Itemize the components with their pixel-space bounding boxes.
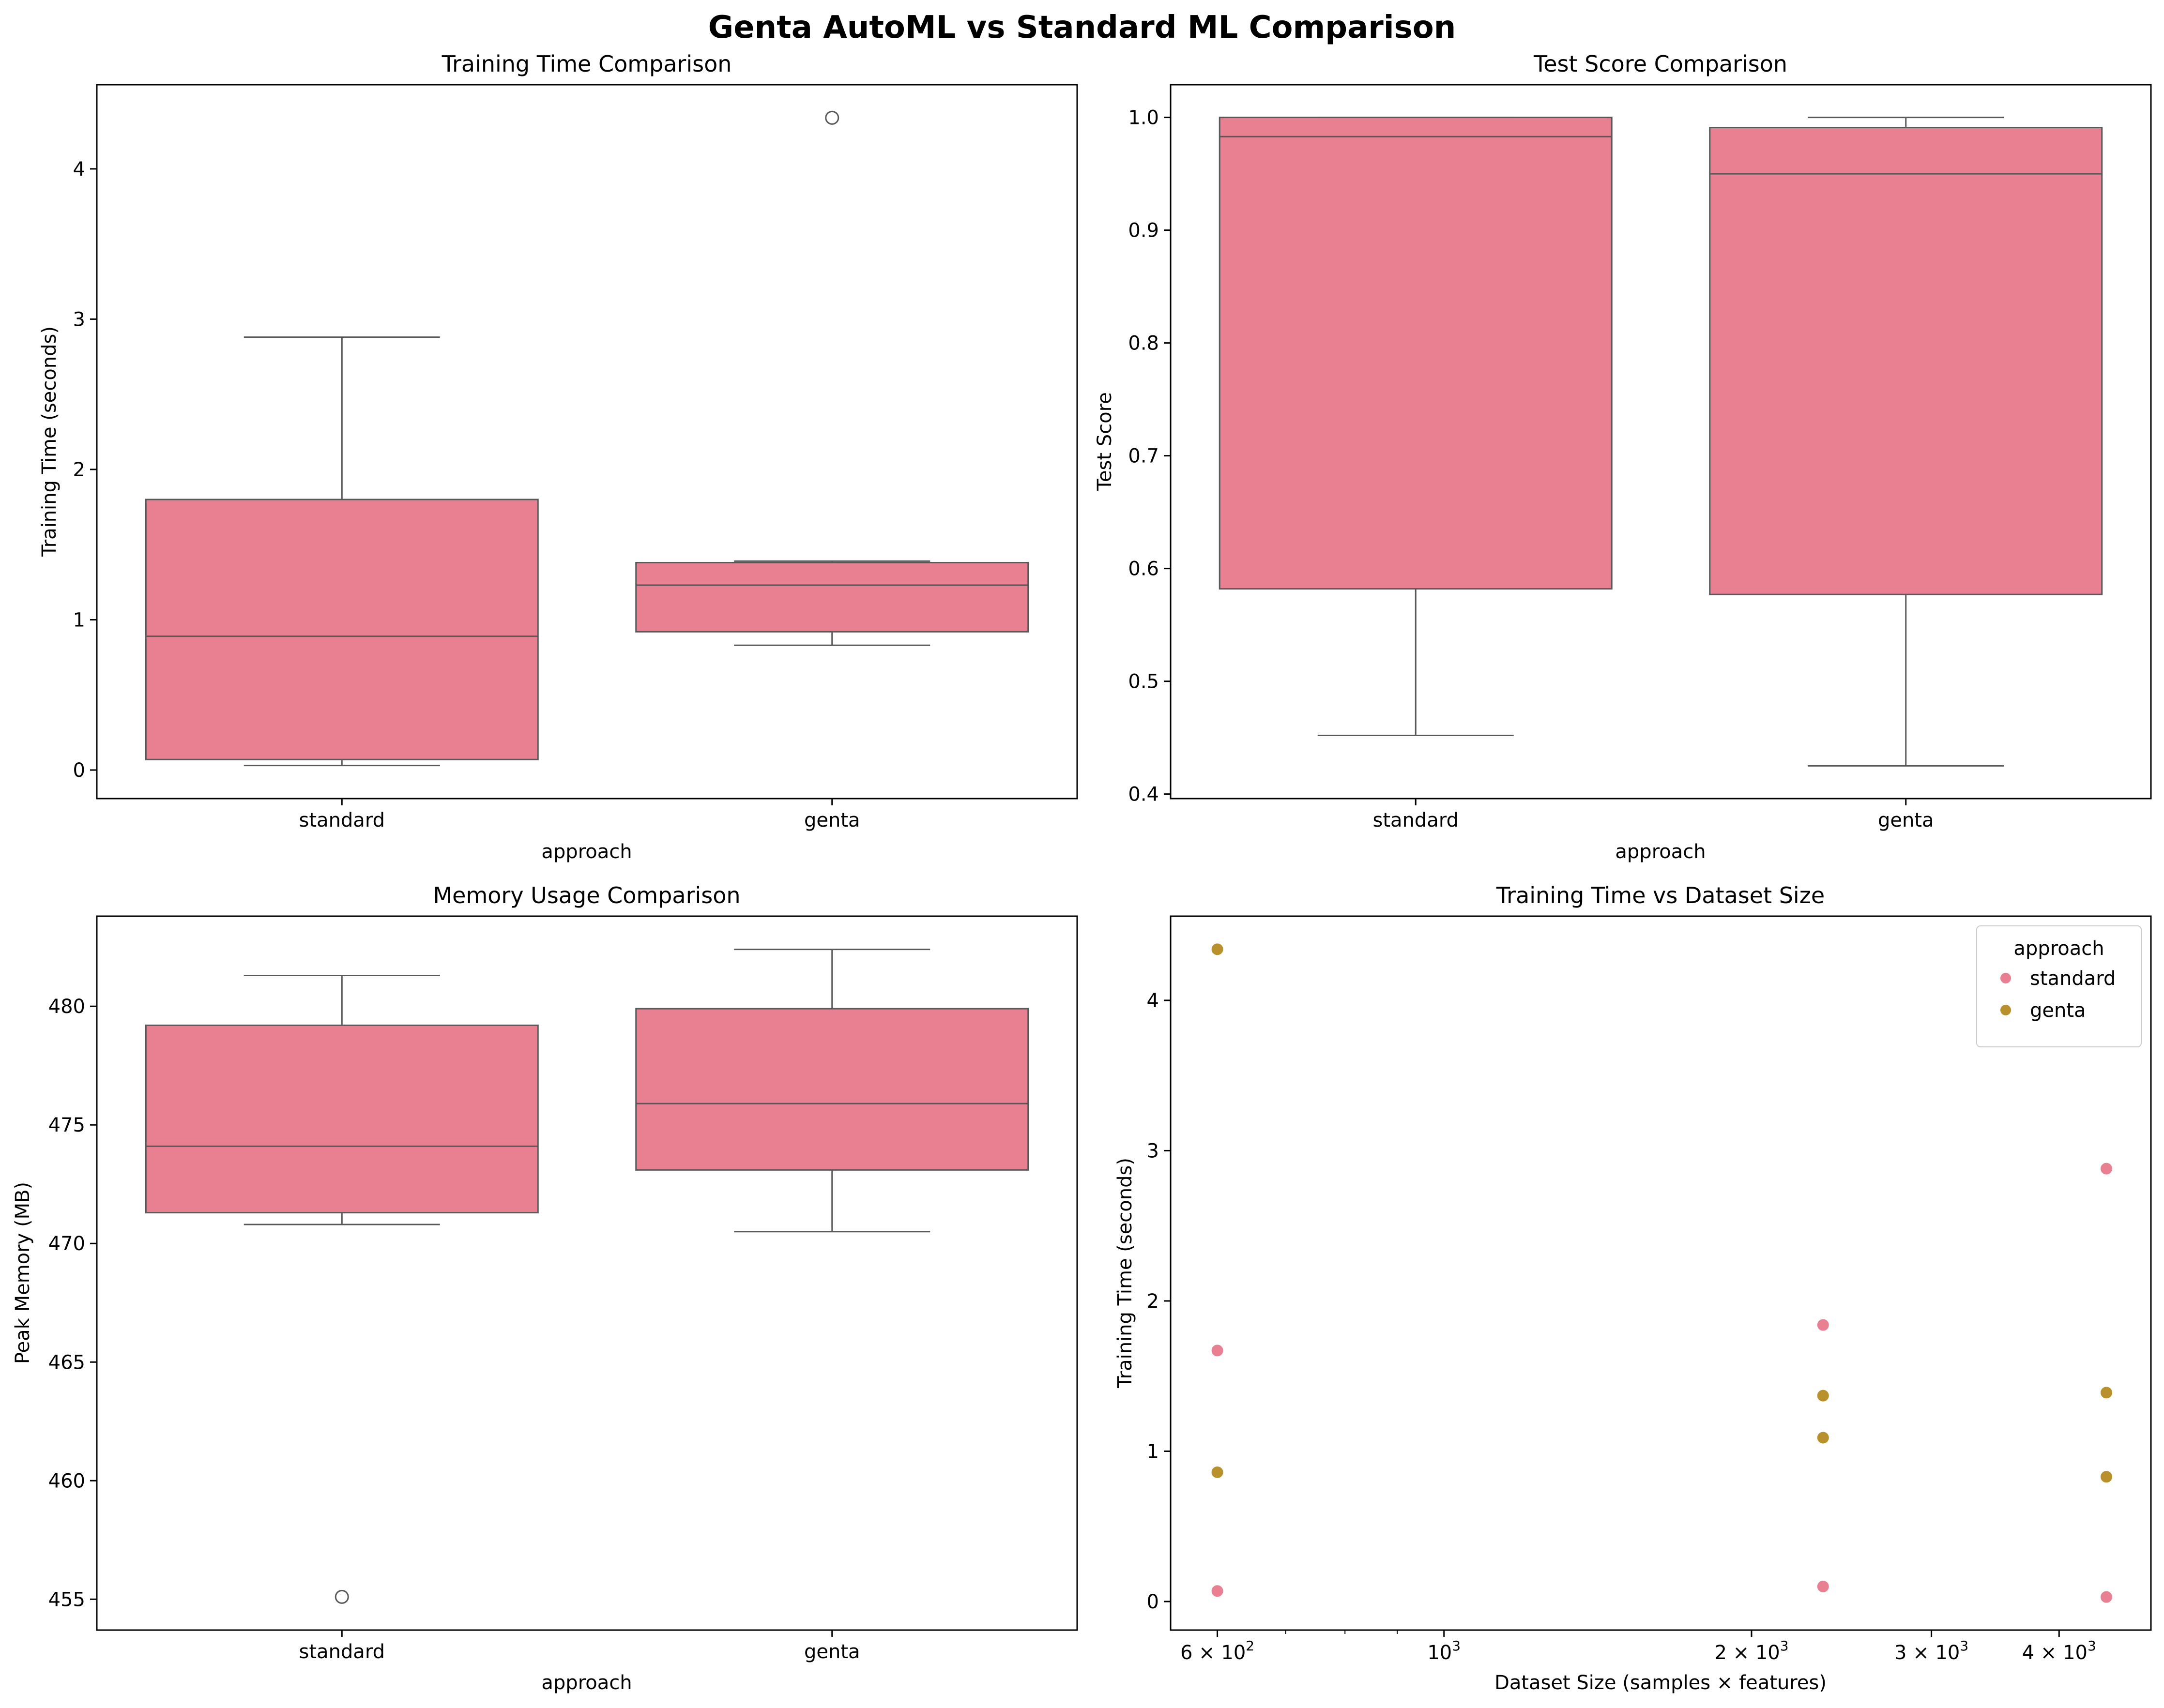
- y-axis-label: Training Time (seconds): [1114, 1158, 1136, 1389]
- x-tick-label: 103: [1427, 1638, 1461, 1664]
- point-genta: [1816, 1389, 1830, 1403]
- box-genta: [635, 1008, 1029, 1171]
- x-tick-label: standard: [299, 1641, 385, 1663]
- y-tick-label: 0: [73, 759, 85, 782]
- x-tick-label: 4 × 103: [2022, 1638, 2096, 1664]
- legend: approach standard genta: [1976, 925, 2142, 1047]
- y-tick-label: 480: [48, 996, 85, 1018]
- panel-title: Memory Usage Comparison: [433, 882, 740, 908]
- point-standard: [1210, 1344, 1224, 1358]
- y-tick-label: 460: [48, 1470, 85, 1492]
- box-standard: [145, 1024, 539, 1214]
- panel-training-time: Training Time Comparison approach Traini…: [38, 51, 1078, 863]
- point-standard: [1816, 1318, 1830, 1332]
- x-axis-label: Dataset Size (samples × features): [1494, 1672, 1827, 1694]
- legend-label-genta: genta: [2030, 999, 2086, 1022]
- x-tick-label: genta: [804, 1641, 860, 1663]
- legend-marker-genta: [1999, 1004, 2012, 1016]
- box-standard: [145, 499, 539, 760]
- y-axis-label: Training Time (seconds): [38, 326, 61, 557]
- x-tick-label: 6 × 102: [1180, 1638, 1254, 1664]
- x-tick-label: genta: [1878, 809, 1934, 831]
- axes-frame: [1170, 84, 2152, 800]
- axes-frame: [96, 915, 1078, 1631]
- y-tick-label: 3: [73, 308, 85, 331]
- panel-title: Training Time vs Dataset Size: [1496, 882, 1825, 908]
- panel-test-score: Test Score Comparison approach Test Scor…: [1094, 51, 2152, 863]
- point-genta: [1210, 1465, 1224, 1479]
- y-tick-label: 0.7: [1128, 445, 1159, 468]
- y-axis-label: Peak Memory (MB): [12, 1182, 34, 1364]
- y-tick-label: 2: [1147, 1290, 1159, 1313]
- figure-title: Genta AutoML vs Standard ML Comparison: [708, 10, 1456, 45]
- outlier-point: [825, 110, 839, 125]
- x-tick-label: standard: [1373, 809, 1459, 831]
- y-tick-label: 1.0: [1128, 107, 1159, 129]
- y-tick-label: 475: [48, 1114, 85, 1136]
- point-standard: [2099, 1590, 2113, 1604]
- legend-marker-standard: [1999, 972, 2012, 984]
- point-genta: [2099, 1470, 2113, 1484]
- y-tick-label: 0.5: [1128, 671, 1159, 693]
- point-standard: [2099, 1162, 2113, 1176]
- y-tick-label: 1: [1147, 1440, 1159, 1463]
- x-tick-label: standard: [299, 809, 385, 831]
- y-tick-label: 0.4: [1128, 784, 1159, 806]
- point-standard: [1816, 1579, 1830, 1593]
- y-tick-label: 2: [73, 459, 85, 481]
- y-tick-label: 3: [1147, 1140, 1159, 1162]
- outlier-point: [335, 1589, 349, 1604]
- point-genta: [2099, 1386, 2113, 1400]
- y-tick-label: 465: [48, 1351, 85, 1374]
- box-genta: [1709, 127, 2103, 595]
- x-tick-label: 2 × 103: [1714, 1638, 1788, 1664]
- x-axis-label: approach: [541, 1672, 632, 1694]
- panel-size-scatter: Training Time vs Dataset Size Dataset Si…: [1114, 882, 2152, 1694]
- panel-title: Training Time Comparison: [442, 51, 732, 77]
- y-tick-label: 470: [48, 1233, 85, 1255]
- x-tick-label: 3 × 103: [1894, 1638, 1968, 1664]
- y-axis-label: Test Score: [1094, 392, 1116, 491]
- point-genta: [1210, 942, 1224, 956]
- y-tick-label: 0.6: [1128, 558, 1159, 580]
- y-tick-label: 4: [1147, 990, 1159, 1012]
- y-tick-label: 1: [73, 609, 85, 631]
- x-axis-label: approach: [1615, 841, 1706, 863]
- axes-frame: [1170, 915, 2152, 1631]
- y-tick-label: 455: [48, 1588, 85, 1611]
- legend-title: approach: [2013, 937, 2104, 960]
- x-axis-label: approach: [541, 841, 632, 863]
- panel-title: Test Score Comparison: [1533, 51, 1787, 77]
- x-tick-label: genta: [804, 809, 860, 831]
- point-genta: [1816, 1431, 1830, 1445]
- panel-memory-usage: Memory Usage Comparison approach Peak Me…: [12, 882, 1078, 1694]
- box-genta: [635, 561, 1029, 633]
- y-tick-label: 0: [1147, 1591, 1159, 1613]
- axes-frame: [96, 84, 1078, 800]
- legend-frame: [1976, 925, 2142, 1047]
- y-tick-label: 0.9: [1128, 220, 1159, 242]
- legend-label-standard: standard: [2030, 967, 2116, 990]
- y-tick-label: 0.8: [1128, 333, 1159, 355]
- box-standard: [1219, 117, 1613, 590]
- point-standard: [1210, 1584, 1224, 1598]
- y-tick-label: 4: [73, 158, 85, 181]
